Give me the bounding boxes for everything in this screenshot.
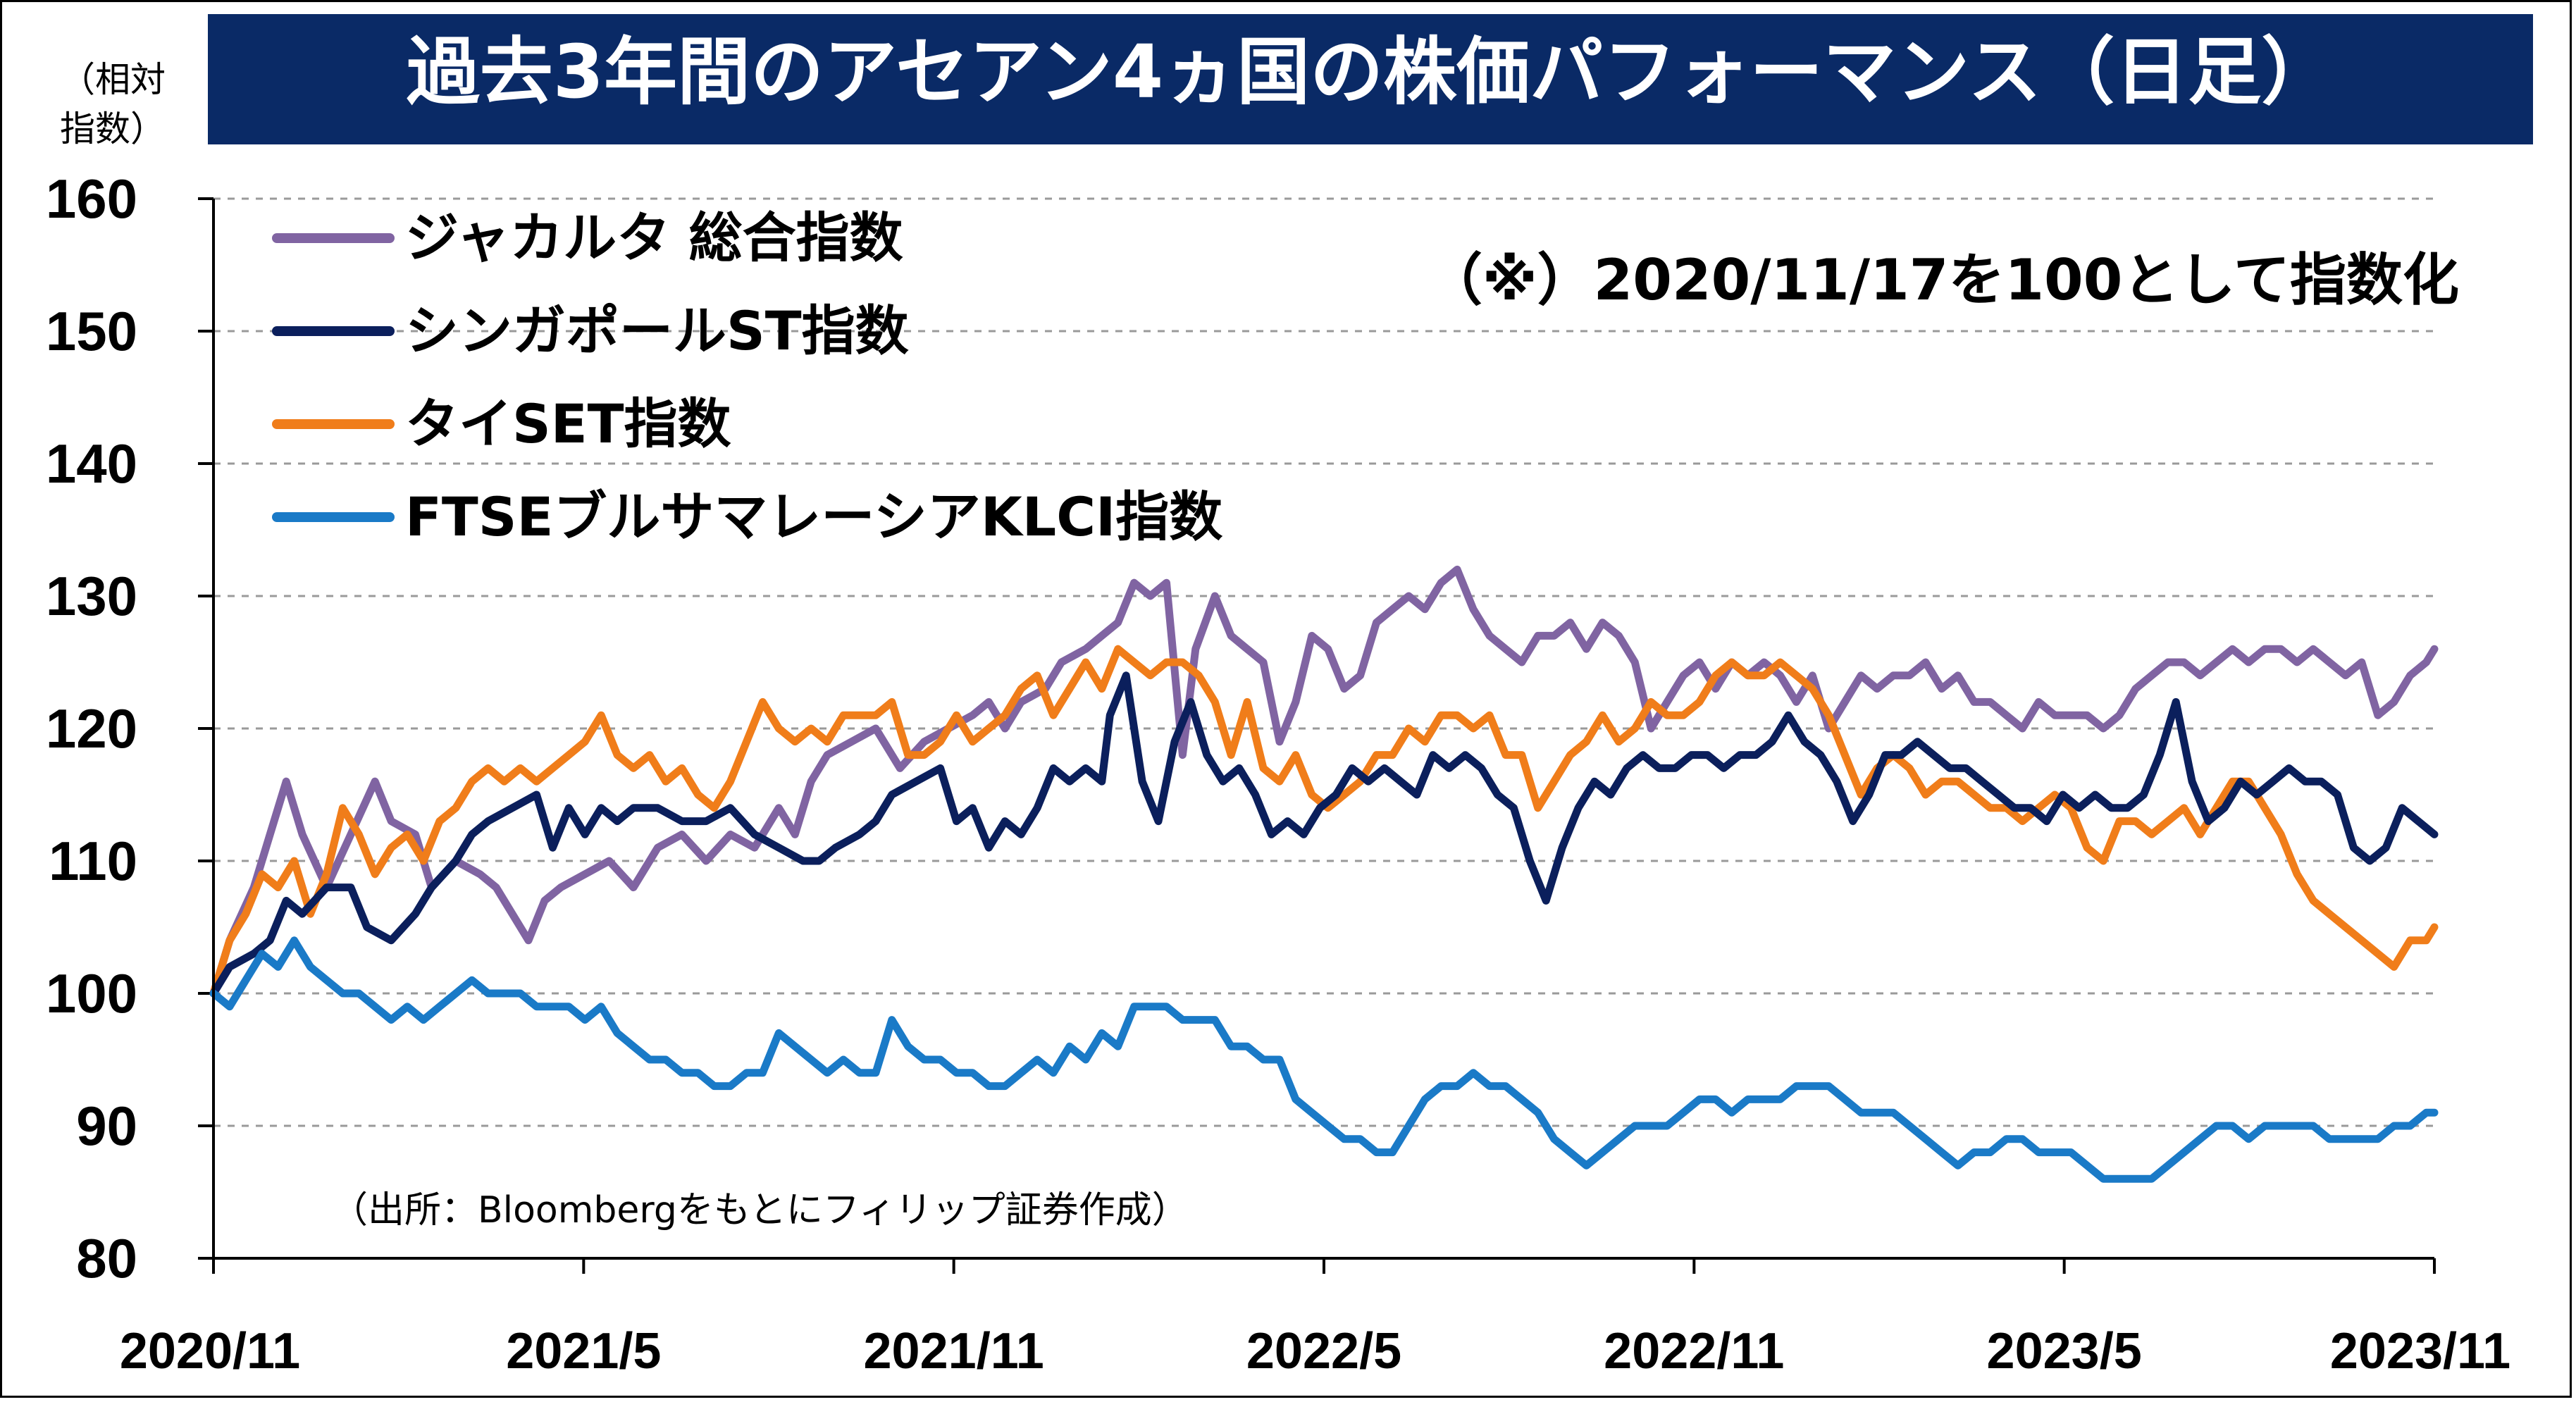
y-tick-label: 100 — [46, 962, 137, 1024]
series-line-jakarta — [209, 565, 2439, 998]
series-line-thai — [209, 645, 2439, 998]
series-line-klci — [209, 936, 2439, 1183]
y-tick-label: 80 — [76, 1227, 137, 1289]
y-tick-label: 130 — [46, 565, 137, 627]
y-tick-label: 140 — [46, 433, 137, 495]
x-tick-label: 2022/11 — [1604, 1323, 1784, 1379]
series-line-singapore — [209, 671, 2439, 998]
y-tick-label: 120 — [46, 697, 137, 759]
legend-label-klci: FTSEブルサマレーシアKLCI指数 — [405, 485, 1222, 548]
x-tick-label: 2021/11 — [864, 1323, 1044, 1379]
title-bar — [208, 14, 2533, 144]
series-lines — [209, 565, 2439, 1183]
normalization-note: （※）2020/11/17を100として指数化 — [1426, 247, 2459, 313]
y-unit-label-line1: （相対 — [60, 59, 166, 100]
axes — [212, 199, 2434, 1260]
source-note: （出所：Bloombergをもとにフィリップ証券作成） — [331, 1189, 1189, 1232]
x-tick-label: 2023/5 — [1987, 1323, 2142, 1379]
y-tick-labels: 80 90 100 110 120 130 140 150 160 — [46, 168, 213, 1289]
x-tick-label: 2021/5 — [506, 1323, 661, 1379]
y-tick-label: 90 — [76, 1095, 137, 1157]
y-tick-label: 160 — [46, 168, 137, 230]
y-tick-label: 150 — [46, 300, 137, 362]
grid-lines — [213, 197, 2434, 1127]
x-tick-label: 2023/11 — [2330, 1323, 2510, 1379]
x-tick-labels: 2020/11 2021/5 2021/11 2022/5 2022/11 2023/5 2… — [120, 1258, 2510, 1379]
y-tick-label: 110 — [49, 830, 137, 892]
legend-label-singapore: シンガポールST指数 — [405, 299, 909, 362]
x-tick-label: 2022/5 — [1246, 1323, 1401, 1379]
legend-label-jakarta: ジャカルタ 総合指数 — [405, 206, 903, 269]
legend-label-thai: タイSET指数 — [405, 392, 731, 455]
x-tick-label: 2020/11 — [120, 1323, 300, 1379]
chart-title: 過去3年間のアセアン4ヵ国の株価パフォーマンス（日足） — [407, 29, 2334, 115]
y-unit-label-line2: 指数） — [60, 108, 166, 149]
